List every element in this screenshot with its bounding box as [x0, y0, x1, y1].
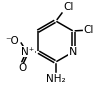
Text: O: O: [19, 63, 27, 73]
Text: N: N: [69, 47, 78, 57]
Text: Cl: Cl: [83, 25, 94, 35]
Text: N⁺: N⁺: [21, 47, 34, 57]
Text: NH₂: NH₂: [46, 74, 65, 84]
Text: Cl: Cl: [64, 2, 74, 12]
Text: ⁻O: ⁻O: [5, 36, 19, 46]
